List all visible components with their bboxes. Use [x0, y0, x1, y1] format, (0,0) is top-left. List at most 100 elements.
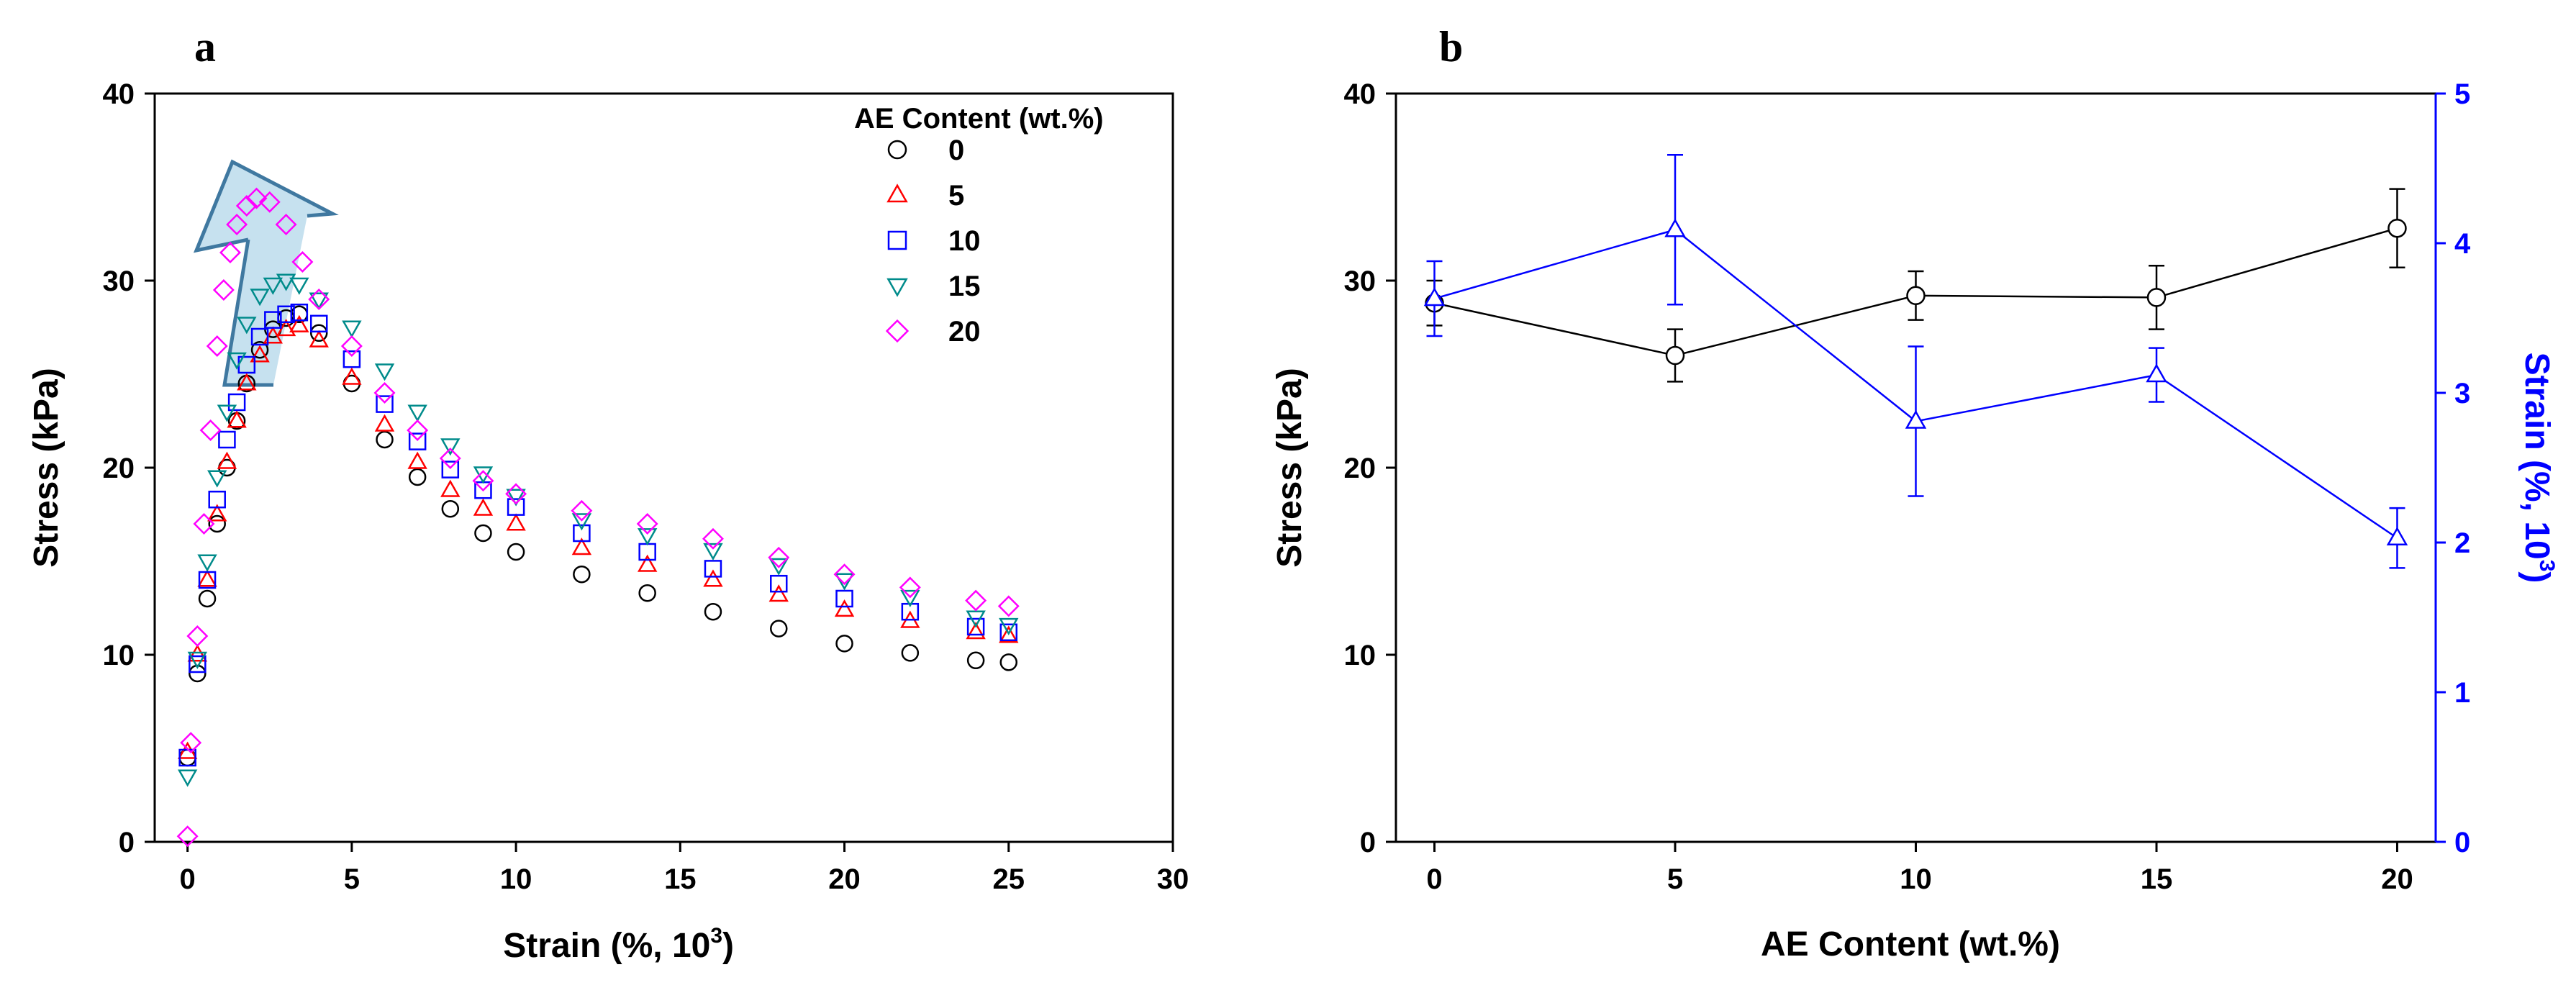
data-point	[180, 732, 202, 754]
data-point	[999, 623, 1018, 642]
arrow-shaft-outline	[222, 239, 273, 387]
panel-a-axes: 0 5 10 15 20 25 30 0 10 20 30 40	[103, 78, 1189, 895]
data-point	[507, 498, 525, 516]
data-point	[505, 483, 527, 505]
data-point	[291, 251, 314, 273]
legend-label: 15	[948, 271, 981, 302]
data-point	[237, 317, 257, 335]
y-tick-label: 0	[1360, 827, 1376, 858]
legend-entry-5: 5	[886, 180, 964, 212]
data-point	[340, 335, 363, 357]
data-point	[702, 527, 724, 550]
data-point	[474, 524, 492, 543]
data-point	[308, 289, 330, 310]
data-point	[208, 490, 226, 509]
x-tick-label: 20	[2381, 863, 2413, 895]
x-tick-label: 15	[2141, 863, 2173, 895]
y-tick-label: 10	[1344, 640, 1377, 671]
data-point	[899, 576, 921, 599]
y-tick-label: 20	[1344, 453, 1377, 484]
x-tick-label: 0	[1426, 863, 1442, 895]
x-tick-label: 15	[664, 863, 697, 895]
data-point	[703, 543, 723, 561]
data-point	[408, 468, 427, 486]
y2-tick-label: 5	[2454, 78, 2470, 110]
data-point	[638, 584, 656, 602]
x-tick-label: 20	[828, 863, 861, 895]
data-point	[219, 242, 241, 263]
data-point	[309, 324, 328, 343]
data-point	[208, 514, 226, 533]
data-point	[900, 589, 920, 608]
data-point	[999, 653, 1018, 671]
legend-entry-10: 10	[887, 225, 981, 257]
data-point	[440, 438, 461, 456]
data-point	[835, 589, 853, 608]
arrow-head-outline	[193, 159, 339, 253]
legend-marker	[887, 140, 907, 160]
y-tick-label: 40	[1344, 78, 1377, 110]
data-point	[768, 584, 789, 602]
data-point	[187, 651, 208, 669]
data-point	[193, 513, 215, 535]
series-5	[177, 314, 1019, 759]
data-point	[207, 504, 227, 522]
data-point	[275, 214, 297, 235]
legend-marker	[886, 278, 908, 297]
panel-a-y-axis-title: Stress (kPa)	[27, 368, 65, 567]
legend-entry-20: 20	[885, 316, 981, 348]
data-point	[506, 513, 526, 531]
data-point	[965, 589, 987, 612]
data-point	[245, 187, 268, 209]
x-tick-label: 30	[1157, 863, 1189, 895]
data-point	[966, 617, 985, 636]
data-point	[571, 537, 592, 555]
series-0	[178, 305, 1018, 767]
x-tick-label: 5	[1667, 863, 1683, 895]
data-point	[277, 305, 295, 324]
y-tick-label: 20	[103, 453, 135, 484]
data-point	[376, 430, 394, 449]
legend-entry-15: 15	[886, 271, 981, 302]
legend-marker	[886, 183, 908, 203]
data-point	[212, 279, 235, 301]
data-point	[966, 610, 986, 628]
panel-b: b 0 5 10 15 20 0 10 20 30 40 0 1 2 3 4 5 Stress (kPa) A…	[1271, 23, 2559, 963]
legend-marker	[885, 319, 910, 343]
panel-a-annotation-arrow	[193, 159, 339, 387]
data-point	[227, 352, 247, 370]
x-tick-label: 0	[180, 863, 196, 895]
data-point	[571, 513, 592, 531]
data-point	[177, 769, 198, 787]
arrow-fill	[196, 162, 332, 385]
data-point	[408, 432, 427, 450]
data-point	[571, 499, 593, 522]
panel-a-legend: AE Content (wt.%) 0 5 10 15 20	[854, 103, 1104, 348]
data-point	[834, 573, 855, 591]
data-point	[768, 558, 789, 576]
data-point	[289, 277, 309, 295]
data-point	[237, 373, 257, 391]
data-point	[833, 563, 856, 586]
panel-a-x-axis-title: Strain (%, 103)	[503, 924, 734, 965]
series-strain	[1423, 154, 2408, 569]
data-point	[1906, 286, 1926, 306]
data-point	[250, 340, 269, 359]
x-tick-label: 10	[500, 863, 532, 895]
data-point	[250, 289, 270, 307]
panel-b-letter: b	[1439, 23, 1463, 71]
data-point	[226, 214, 248, 235]
data-point	[768, 546, 790, 568]
data-point	[637, 554, 658, 572]
data-point	[407, 451, 427, 469]
data-point	[276, 273, 296, 291]
data-point	[507, 543, 525, 561]
data-point	[342, 367, 362, 385]
legend-label: 10	[948, 225, 981, 257]
data-point	[197, 569, 217, 587]
x-tick-label: 25	[993, 863, 1025, 895]
data-point	[770, 574, 788, 593]
panel-b-x-axis-title: AE Content (wt.%)	[1761, 925, 2060, 963]
data-point	[440, 479, 461, 497]
